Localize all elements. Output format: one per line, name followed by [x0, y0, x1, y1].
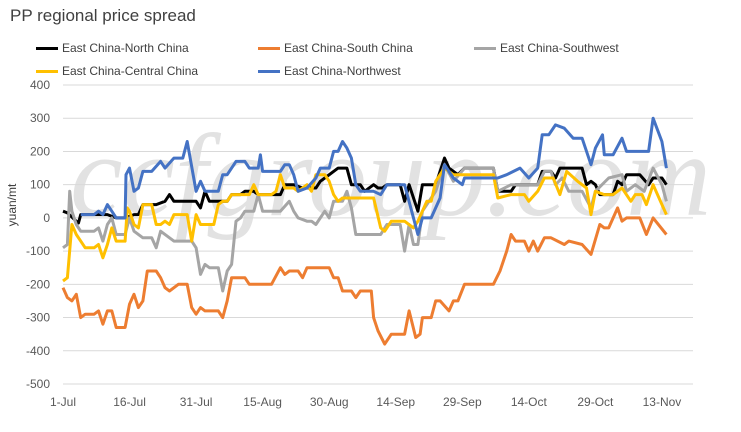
x-tick-label: 30-Aug — [310, 395, 349, 409]
y-tick-label: -400 — [26, 344, 50, 358]
x-tick-label: 29-Sep — [443, 395, 482, 409]
x-tick-label: 31-Jul — [180, 395, 213, 409]
chart-title: PP regional price spread — [10, 6, 196, 25]
x-tick-label: 29-Oct — [577, 395, 614, 409]
y-tick-label: 300 — [30, 111, 50, 125]
y-tick-label: -500 — [26, 377, 50, 391]
y-tick-label: 200 — [30, 144, 50, 158]
legend-label: East China-North China — [62, 41, 189, 55]
y-tick-label: 100 — [30, 178, 50, 192]
legend-swatch — [36, 69, 58, 73]
legend-item-northwest: East China-Northwest — [258, 64, 401, 78]
x-tick-label: 15-Aug — [243, 395, 282, 409]
legend-item-southwest: East China-Southwest — [474, 41, 619, 55]
legend-label: East China-Southwest — [500, 41, 619, 55]
legend-label: East China-Central China — [62, 64, 199, 78]
y-tick-label: -100 — [26, 244, 50, 258]
x-tick-label: 14-Oct — [511, 395, 548, 409]
legend-label: East China-South China — [284, 41, 413, 55]
y-tick-label: 400 — [30, 78, 50, 92]
y-axis-label: yuan/mt — [5, 183, 19, 226]
x-tick-label: 13-Nov — [643, 395, 682, 409]
watermark: ccfgroup.com — [70, 110, 711, 241]
legend-swatch — [258, 46, 280, 50]
y-tick-label: -200 — [26, 277, 50, 291]
x-tick-label: 14-Sep — [376, 395, 415, 409]
legend-item-central-china: East China-Central China — [36, 64, 198, 78]
legend-swatch — [474, 46, 496, 50]
series-line-east-china-central-china — [62, 166, 668, 283]
series-line-east-china-south-china — [61, 206, 668, 346]
y-tick-label: -300 — [26, 311, 50, 325]
legend-item-north-china: East China-North China — [36, 41, 189, 55]
legend-swatch — [36, 46, 58, 50]
y-tick-label: 0 — [43, 211, 50, 225]
legend-label: East China-Northwest — [284, 64, 401, 78]
x-tick-label: 16-Jul — [113, 395, 146, 409]
series-line-east-china-northwest — [80, 116, 668, 236]
legend-swatch — [258, 69, 280, 73]
legend-item-south-china: East China-South China — [258, 41, 413, 55]
x-tick-label: 1-Jul — [50, 395, 76, 409]
